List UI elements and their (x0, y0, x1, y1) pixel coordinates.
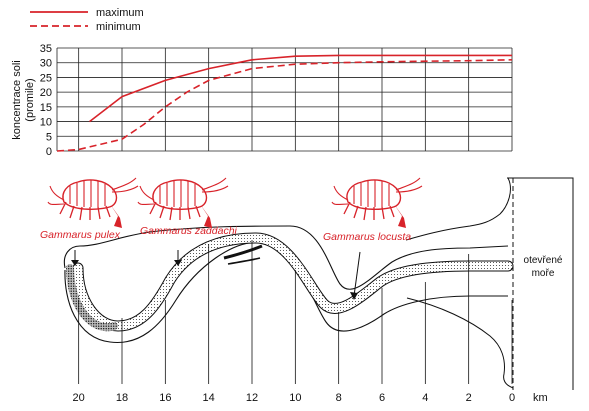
river-outer-bank-top (63, 225, 509, 290)
species-pointer-pulex-arrow (71, 260, 79, 266)
coast-bottom (406, 297, 514, 389)
legend-label-minimum: minimum (96, 21, 141, 33)
river-side-channel (223, 244, 263, 260)
x-tick-label: 18 (116, 392, 128, 404)
y-tick-label: 30 (40, 58, 52, 70)
y-tick-label: 15 (40, 102, 52, 114)
y-tick-label: 5 (46, 131, 52, 143)
river-side-channel-2 (227, 257, 261, 265)
y-tick-label: 20 (40, 87, 52, 99)
km-tick-labels: 20 18 16 14 12 10 8 6 4 2 0 (73, 392, 516, 404)
x-tick-label: 16 (159, 392, 171, 404)
species-pointer-zaddachi-arrow (174, 260, 182, 266)
estuary-diagram (63, 177, 574, 390)
km-lines (78, 240, 513, 384)
x-tick-label: 14 (203, 392, 215, 404)
x-axis-label: km (533, 392, 548, 404)
legend-label-maximum: maximum (96, 7, 144, 19)
river-channel-fill (73, 233, 513, 331)
open-sea-label-line-1: otevřené (524, 255, 563, 266)
chart-series (56, 54, 513, 152)
species-illustrations (47, 177, 423, 229)
gammarus-pulex-figure (47, 177, 139, 229)
species-pointer-locusta-arrow (350, 292, 358, 300)
y-axis-label-line-1: koncentrace soli (11, 60, 23, 140)
series-line-minimum (56, 59, 513, 152)
species-label-zaddachi: Gammarus zaddachi (140, 225, 238, 237)
y-axis-label-line-2: (promile) (24, 78, 36, 121)
x-tick-label: 12 (246, 392, 258, 404)
series-line-maximum (89, 54, 512, 123)
x-tick-label: 8 (336, 392, 342, 404)
species-label-pulex: Gammarus pulex (40, 229, 121, 241)
coast-top (405, 177, 511, 241)
x-tick-label: 20 (73, 392, 85, 404)
species-label-locusta: Gammarus locusta (323, 231, 411, 243)
gammarus-locusta-figure (331, 177, 423, 229)
y-tick-label: 35 (40, 43, 52, 55)
x-tick-label: 2 (466, 392, 472, 404)
species-pointer-locusta (353, 251, 361, 297)
open-sea-label-line-2: moře (532, 268, 555, 279)
gammarus-zaddachi-figure (137, 177, 229, 229)
legend: maximum minimum (30, 7, 144, 33)
y-tick-labels: 0 5 10 15 20 25 30 35 (40, 43, 52, 158)
y-tick-label: 10 (40, 117, 52, 129)
x-tick-label: 0 (509, 392, 515, 404)
x-tick-label: 4 (422, 392, 428, 404)
y-tick-label: 25 (40, 72, 52, 84)
chart-grid (56, 47, 513, 152)
river-upstream-dark (66, 264, 118, 332)
sea-box-top (507, 177, 574, 390)
x-tick-label: 6 (379, 392, 385, 404)
y-tick-label: 0 (46, 146, 52, 158)
x-tick-label: 10 (289, 392, 301, 404)
